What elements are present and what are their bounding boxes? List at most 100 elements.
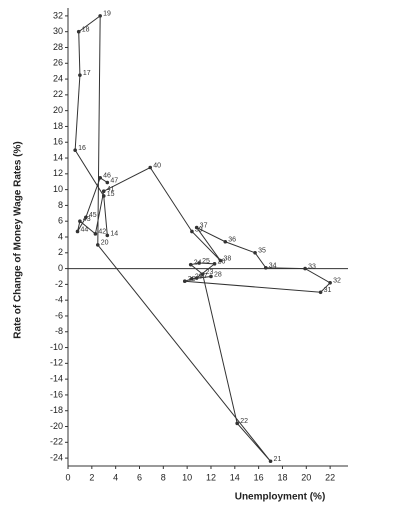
y-tick-label: -20 (50, 421, 63, 431)
x-tick-label: 6 (137, 472, 142, 482)
data-point (73, 148, 77, 152)
data-point (95, 243, 100, 247)
point-label: 27 (200, 273, 208, 280)
data-point (194, 225, 199, 230)
x-tick-label: 12 (206, 472, 216, 482)
data-point (105, 180, 110, 185)
point-label: 22 (240, 418, 248, 425)
data-point (303, 266, 307, 271)
data-point (76, 29, 81, 34)
y-tick-label: 22 (53, 89, 63, 99)
x-tick-label: 4 (113, 472, 118, 482)
data-point (318, 290, 323, 295)
y-tick-label: -14 (50, 374, 63, 384)
data-point (263, 265, 268, 270)
y-tick-label: 30 (53, 26, 63, 36)
y-tick-label: 8 (58, 200, 63, 210)
x-tick-label: 8 (161, 472, 166, 482)
data-point (105, 233, 110, 238)
data-point (98, 175, 102, 180)
data-point (93, 232, 98, 236)
y-tick-label: 16 (53, 137, 63, 147)
point-label: 25 (202, 258, 210, 265)
point-label: 47 (110, 177, 118, 184)
x-tick-label: 10 (182, 472, 192, 482)
point-label: 18 (82, 27, 90, 34)
y-tick-label: 20 (53, 105, 63, 115)
data-point (268, 459, 273, 464)
data-point (197, 261, 201, 265)
x-axis-label: Unemployment (%) (235, 492, 326, 503)
point-label: 31 (324, 287, 332, 294)
y-tick-label: 12 (53, 168, 63, 178)
x-tick-label: 16 (254, 472, 264, 482)
y-tick-label: -8 (55, 326, 63, 336)
y-tick-label: 14 (53, 152, 63, 162)
y-tick-label: -22 (50, 437, 63, 447)
y-tick-label: 26 (53, 58, 63, 68)
x-tick-label: 0 (65, 472, 70, 482)
point-label: 30 (188, 276, 196, 283)
point-label: 42 (98, 229, 106, 236)
point-label: 45 (89, 212, 97, 219)
y-tick-label: 0 (58, 263, 63, 273)
data-point (194, 276, 199, 280)
x-tick-label: 20 (301, 472, 311, 482)
data-point (188, 262, 193, 267)
y-tick-label: 10 (53, 184, 63, 194)
data-point (98, 14, 102, 18)
data-point (253, 250, 257, 255)
y-tick-label: -24 (50, 452, 63, 462)
data-point (84, 215, 88, 220)
data-point (148, 165, 153, 170)
point-label: 46 (103, 173, 111, 180)
point-label: 36 (228, 237, 236, 244)
y-tick-label: -12 (50, 358, 63, 368)
data-point (190, 277, 194, 281)
y-tick-label: -6 (55, 310, 63, 320)
y-tick-label: 6 (58, 216, 63, 226)
data-point (190, 229, 194, 234)
data-point (200, 272, 205, 276)
point-label: 41 (107, 186, 115, 193)
x-tick-label: 14 (230, 472, 240, 482)
y-tick-label: -16 (50, 389, 63, 399)
data-point (223, 239, 228, 244)
point-label: 28 (214, 271, 222, 278)
data-point (212, 262, 217, 266)
point-label: 33 (308, 263, 316, 270)
point-label: 23 (206, 269, 214, 276)
data-point (78, 219, 82, 224)
y-tick-label: 28 (53, 42, 63, 52)
data-point (101, 189, 106, 193)
y-tick-label: -2 (55, 279, 63, 289)
x-tick-label: 18 (277, 472, 287, 482)
x-tick-label: 22 (325, 472, 335, 482)
point-label: 14 (110, 230, 118, 237)
data-point (235, 421, 239, 426)
point-label: 44 (81, 226, 89, 233)
point-label: 35 (258, 248, 266, 255)
data-point (101, 194, 106, 198)
y-tick-label: 2 (58, 247, 63, 257)
point-label: 29 (195, 274, 203, 281)
data-point (209, 274, 213, 279)
x-tick-label: 2 (89, 472, 94, 482)
point-label: 16 (78, 145, 86, 152)
data-point (218, 258, 223, 263)
y-tick-label: -18 (50, 405, 63, 415)
y-tick-label: 4 (58, 231, 63, 241)
point-label: 17 (83, 70, 91, 77)
point-label: 15 (107, 191, 115, 198)
series-line (74, 14, 331, 462)
point-label: 21 (274, 456, 282, 463)
point-label: 34 (269, 263, 277, 270)
y-tick-label: 32 (53, 10, 63, 20)
y-tick-label: 18 (53, 121, 63, 131)
point-label: 19 (103, 11, 111, 18)
point-label: 38 (224, 256, 232, 263)
point-label: 32 (333, 278, 341, 285)
point-label: 43 (83, 216, 91, 223)
